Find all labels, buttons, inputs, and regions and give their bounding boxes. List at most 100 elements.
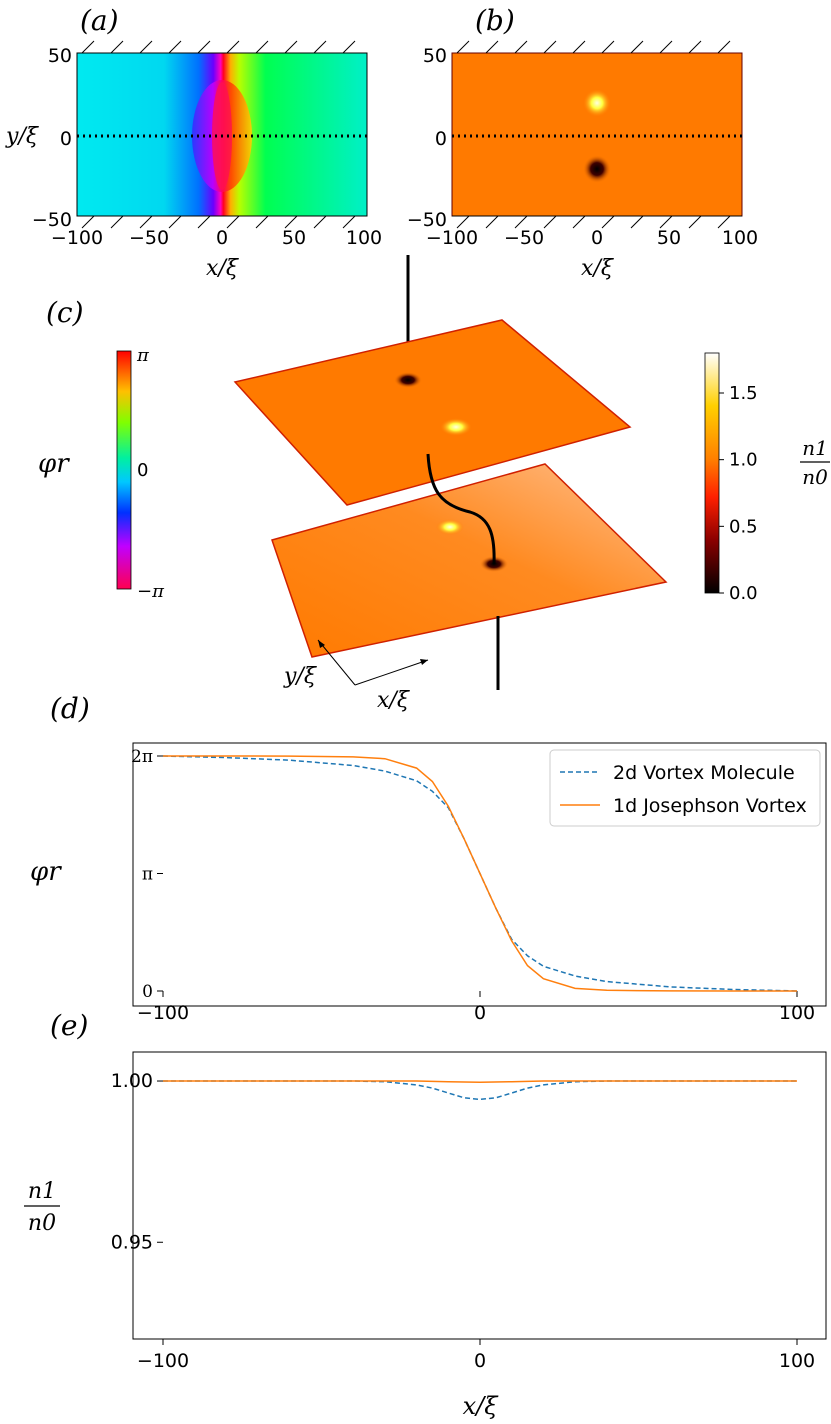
panel-b-ytick: 50 <box>423 45 447 67</box>
panel-b-xlabel: x/ξ <box>581 256 615 281</box>
density-colorbar-label: n1 n0 <box>800 436 830 489</box>
phase-colorbar-tick: −π <box>137 581 165 602</box>
hatch-mark <box>110 40 124 54</box>
panel-b-xtick: 50 <box>657 227 681 249</box>
hatch-mark <box>514 215 528 229</box>
hatch-mark <box>81 215 95 229</box>
xtick-label: 100 <box>779 1350 815 1372</box>
ytick-label: π <box>142 864 153 884</box>
panel-e-ylabel: n1 n0 <box>24 1179 60 1236</box>
series-line <box>163 1080 797 1101</box>
xtick-label: −100 <box>137 1002 189 1024</box>
phase-colorbar-tick: π <box>136 345 150 366</box>
hatch-mark <box>313 215 327 229</box>
hatch-mark <box>168 215 182 229</box>
hatch-mark <box>456 215 470 229</box>
panel-e-ylabel-num: n1 <box>28 1179 56 1204</box>
panel-a-xtick: 0 <box>216 227 228 249</box>
hatch-mark <box>572 40 586 54</box>
hatch-mark <box>197 215 211 229</box>
hatch-mark <box>514 40 528 54</box>
legend-label-1d: 1d Josephson Vortex <box>613 795 807 817</box>
hatch-mark <box>601 215 615 229</box>
hatch-mark <box>543 40 557 54</box>
hatch-mark <box>284 40 298 54</box>
density-colorbar-tick: 0.0 <box>729 583 758 604</box>
hatch-mark <box>342 40 356 54</box>
hatch-mark <box>717 40 731 54</box>
hatch-mark <box>717 215 731 229</box>
panel-label-c: (c) <box>46 296 84 329</box>
panel-a-xtick: 100 <box>346 227 382 249</box>
panel-b-xtick: −50 <box>504 227 544 249</box>
panel-b-xtick: 100 <box>722 227 758 249</box>
hatch-mark <box>110 215 124 229</box>
hatch-mark <box>139 215 153 229</box>
panel-a-heatmap <box>76 40 368 229</box>
hatch-mark <box>226 40 240 54</box>
ytick-label: 1.00 <box>111 1070 153 1092</box>
hatch-mark <box>543 215 557 229</box>
legend-label-2d: 2d Vortex Molecule <box>613 762 795 784</box>
panel-label-e: (e) <box>50 1009 88 1042</box>
hatch-mark <box>630 215 644 229</box>
hatch-mark <box>659 40 673 54</box>
hatch-mark <box>601 40 615 54</box>
panel-e-plot: −100 0 100 1.00 0.95 <box>111 1051 827 1372</box>
panel-b-xtick: −100 <box>426 227 478 249</box>
xtick-label: −100 <box>137 1350 189 1372</box>
panel-d-ylabel: φr <box>30 857 62 887</box>
surface-3d <box>233 255 668 690</box>
hatch-mark <box>81 40 95 54</box>
hatch-mark <box>688 215 702 229</box>
panel-label-d: (d) <box>50 692 90 725</box>
panel-a-axes: 50 0 −50 −100 −50 0 50 100 <box>32 45 382 249</box>
series-line <box>163 1080 797 1084</box>
series-line <box>163 755 797 992</box>
ytick-label: 0 <box>142 982 153 1002</box>
hatch-mark <box>659 215 673 229</box>
hatch-mark <box>197 40 211 54</box>
hatch-mark <box>139 40 153 54</box>
hatch-mark <box>284 215 298 229</box>
panel-e-ylabel-den: n0 <box>28 1211 56 1236</box>
panel-a-xtick: 50 <box>282 227 306 249</box>
phase-colorbar-label: φr <box>38 449 70 479</box>
phase-colorbar-tick: 0 <box>137 460 148 481</box>
surface-axis-label-y: y/ξ <box>283 664 318 689</box>
hatch-mark <box>572 215 586 229</box>
panel-b-ytick: −50 <box>407 209 447 231</box>
density-label-num: n1 <box>802 436 828 460</box>
panel-a-xtick: −50 <box>129 227 169 249</box>
panel-b-heatmap <box>451 52 743 217</box>
density-colorbar-tick: 1.0 <box>729 450 758 471</box>
hatch-mark <box>255 40 269 54</box>
hatch-mark <box>313 40 327 54</box>
panel-label-b: (b) <box>475 4 515 37</box>
panel-d-legend: 2d Vortex Molecule 1d Josephson Vortex <box>549 749 821 827</box>
hatch-mark <box>342 215 356 229</box>
panel-b-xtick: 0 <box>591 227 603 249</box>
hatch-mark <box>168 40 182 54</box>
hatch-mark <box>485 40 499 54</box>
hatch-mark <box>688 40 702 54</box>
hatch-mark <box>485 215 499 229</box>
hatch-mark <box>456 40 470 54</box>
surface-axis-label-x: x/ξ <box>377 688 411 713</box>
density-label-den: n0 <box>802 465 828 489</box>
panel-a-xtick: −100 <box>51 227 103 249</box>
panel-a-ylabel: y/ξ <box>5 124 40 149</box>
panel-a-ytick: 50 <box>48 45 72 67</box>
phase-colorbar: π 0 −π <box>116 345 165 602</box>
panel-b-axes: 50 0 −50 −100 −50 0 50 100 <box>407 45 758 249</box>
panel-a-ytick: 0 <box>60 128 72 150</box>
hatch-mark <box>226 215 240 229</box>
xtick-label: 0 <box>474 1350 486 1372</box>
xtick-label: 0 <box>474 1002 486 1024</box>
panel-a-ytick: −50 <box>32 209 72 231</box>
ytick-label: 0.95 <box>111 1231 153 1253</box>
ytick-label: 2π <box>131 747 153 767</box>
hatch-mark <box>255 215 269 229</box>
